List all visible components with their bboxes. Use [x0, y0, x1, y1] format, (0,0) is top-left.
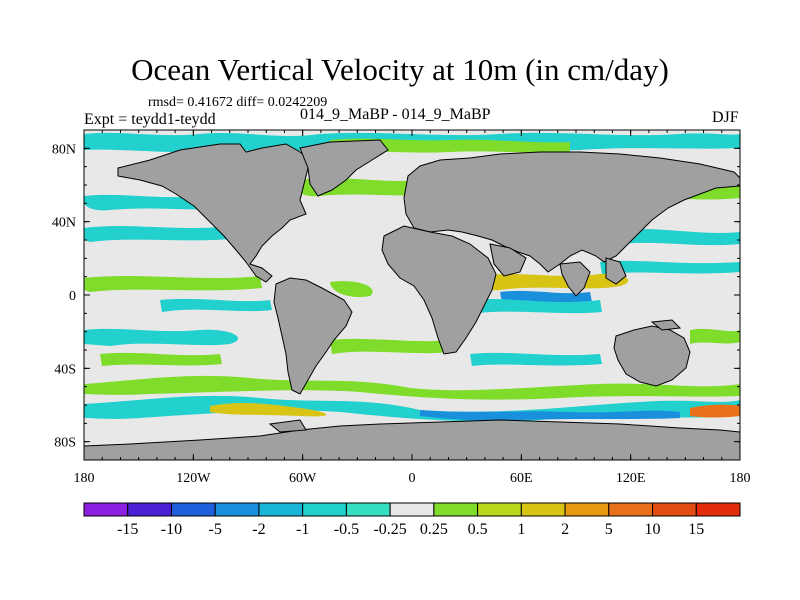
landmasses — [84, 139, 740, 460]
land-australia — [613, 325, 691, 387]
colorbar-swatch — [127, 502, 172, 517]
lon-tick-label: 60E — [510, 471, 533, 486]
land-north-america — [117, 143, 311, 283]
colorbar-label: 0.25 — [420, 521, 448, 538]
band-southern-yellow — [210, 402, 327, 417]
colorbar-swatch — [520, 502, 566, 517]
colorbar: -15 -10 -5 -2 -1 -0.5 -0.25 0.25 0.5 1 2 5 10 15 — [83, 502, 741, 538]
colorbar-label: -1 — [296, 521, 309, 538]
colorbar-label: -0.25 — [373, 521, 406, 538]
colorbar-label: 15 — [688, 521, 704, 538]
land-africa — [381, 225, 497, 355]
colorbar-swatch — [564, 502, 610, 517]
land-antarctic-peninsula — [268, 419, 307, 433]
land-southeast-asia — [605, 257, 627, 285]
lon-tick-label: 0 — [409, 471, 416, 486]
rmsd-diff-stats: rmsd= 0.41672 diff= 0.0242209 — [148, 95, 328, 110]
band-east-pacific-cyan — [600, 260, 740, 274]
colorbar-swatch — [695, 502, 741, 517]
band-south-indian-cyan — [470, 352, 602, 366]
lat-tick-label: 0 — [69, 289, 76, 304]
field-layer — [84, 132, 740, 460]
band-arctic-green — [330, 138, 570, 153]
lon-tick-label: 180 — [730, 471, 751, 486]
band-atlantic-eq-green — [330, 281, 373, 298]
colorbar-label: 0.5 — [468, 521, 488, 538]
colorbar-label: -5 — [209, 521, 222, 538]
colorbar-swatch — [477, 502, 522, 517]
lon-tick-label: 120W — [176, 471, 211, 486]
land-antarctica — [84, 419, 740, 460]
band-antarctic-blue — [420, 410, 680, 421]
lon-tick-label: 180 — [74, 471, 95, 486]
band-south-pacific-cyan-2 — [160, 298, 272, 312]
band-indian-cyan — [470, 299, 602, 314]
lat-tick-label: 80S — [54, 436, 76, 451]
band-south-atlantic-green — [330, 338, 452, 354]
lat-tick-label: 40N — [52, 216, 76, 231]
colorbar-swatch — [345, 502, 391, 517]
colorbar-swatch — [652, 502, 697, 517]
land-india — [559, 261, 591, 297]
lon-tick-label: 60W — [289, 471, 317, 486]
lat-tick-label: 40S — [54, 362, 76, 377]
band-pacific-cyan-2 — [84, 226, 240, 242]
land-south-america — [273, 277, 353, 395]
colorbar-label: -15 — [117, 521, 138, 538]
lon-tick-label: 120E — [616, 471, 646, 486]
band-antarctic-orange — [690, 404, 740, 418]
band-indian-yellow — [478, 273, 629, 291]
land-eurasia — [403, 151, 740, 273]
season-label: DJF — [712, 109, 739, 126]
plot-title: Ocean Vertical Velocity at 10m (in cm/da… — [131, 52, 669, 87]
colorbar-label: -10 — [161, 521, 182, 538]
band-southern-green — [84, 375, 740, 400]
colorbar-swatch — [433, 502, 479, 517]
colorbar-label: -0.5 — [334, 521, 359, 538]
colorbar-label: 10 — [645, 521, 661, 538]
colorbar-label: 5 — [605, 521, 613, 538]
experiment-label: Expt = teydd1-teydd — [84, 111, 216, 128]
land-arabia — [489, 243, 527, 277]
band-south-pacific-cyan — [84, 328, 239, 346]
colorbar-swatch — [258, 502, 304, 517]
colorbar-swatch — [214, 502, 260, 517]
case-label: 014_9_MaBP - 014_9_MaBP — [300, 106, 491, 123]
colorbar-label: 1 — [517, 521, 525, 538]
colorbar-swatch — [608, 502, 654, 517]
colorbar-swatch — [302, 502, 347, 517]
latitude-axis: 80N 40N 0 40S 80S — [52, 129, 740, 461]
colorbar-swatch — [83, 502, 129, 517]
colorbar-swatch — [170, 502, 216, 517]
colorbar-swatch — [389, 502, 435, 517]
band-indian-blue — [500, 290, 592, 304]
land-greenland — [299, 139, 389, 197]
land-new-guinea — [650, 319, 682, 331]
lat-tick-label: 80N — [52, 142, 76, 157]
band-west-pacific-cyan — [620, 229, 740, 246]
band-equatorial-green — [84, 276, 262, 292]
band-south-pacific-green — [100, 352, 222, 366]
colorbar-label: 2 — [561, 521, 569, 538]
colorbar-label: -2 — [252, 521, 265, 538]
band-tasman-green — [690, 328, 740, 344]
